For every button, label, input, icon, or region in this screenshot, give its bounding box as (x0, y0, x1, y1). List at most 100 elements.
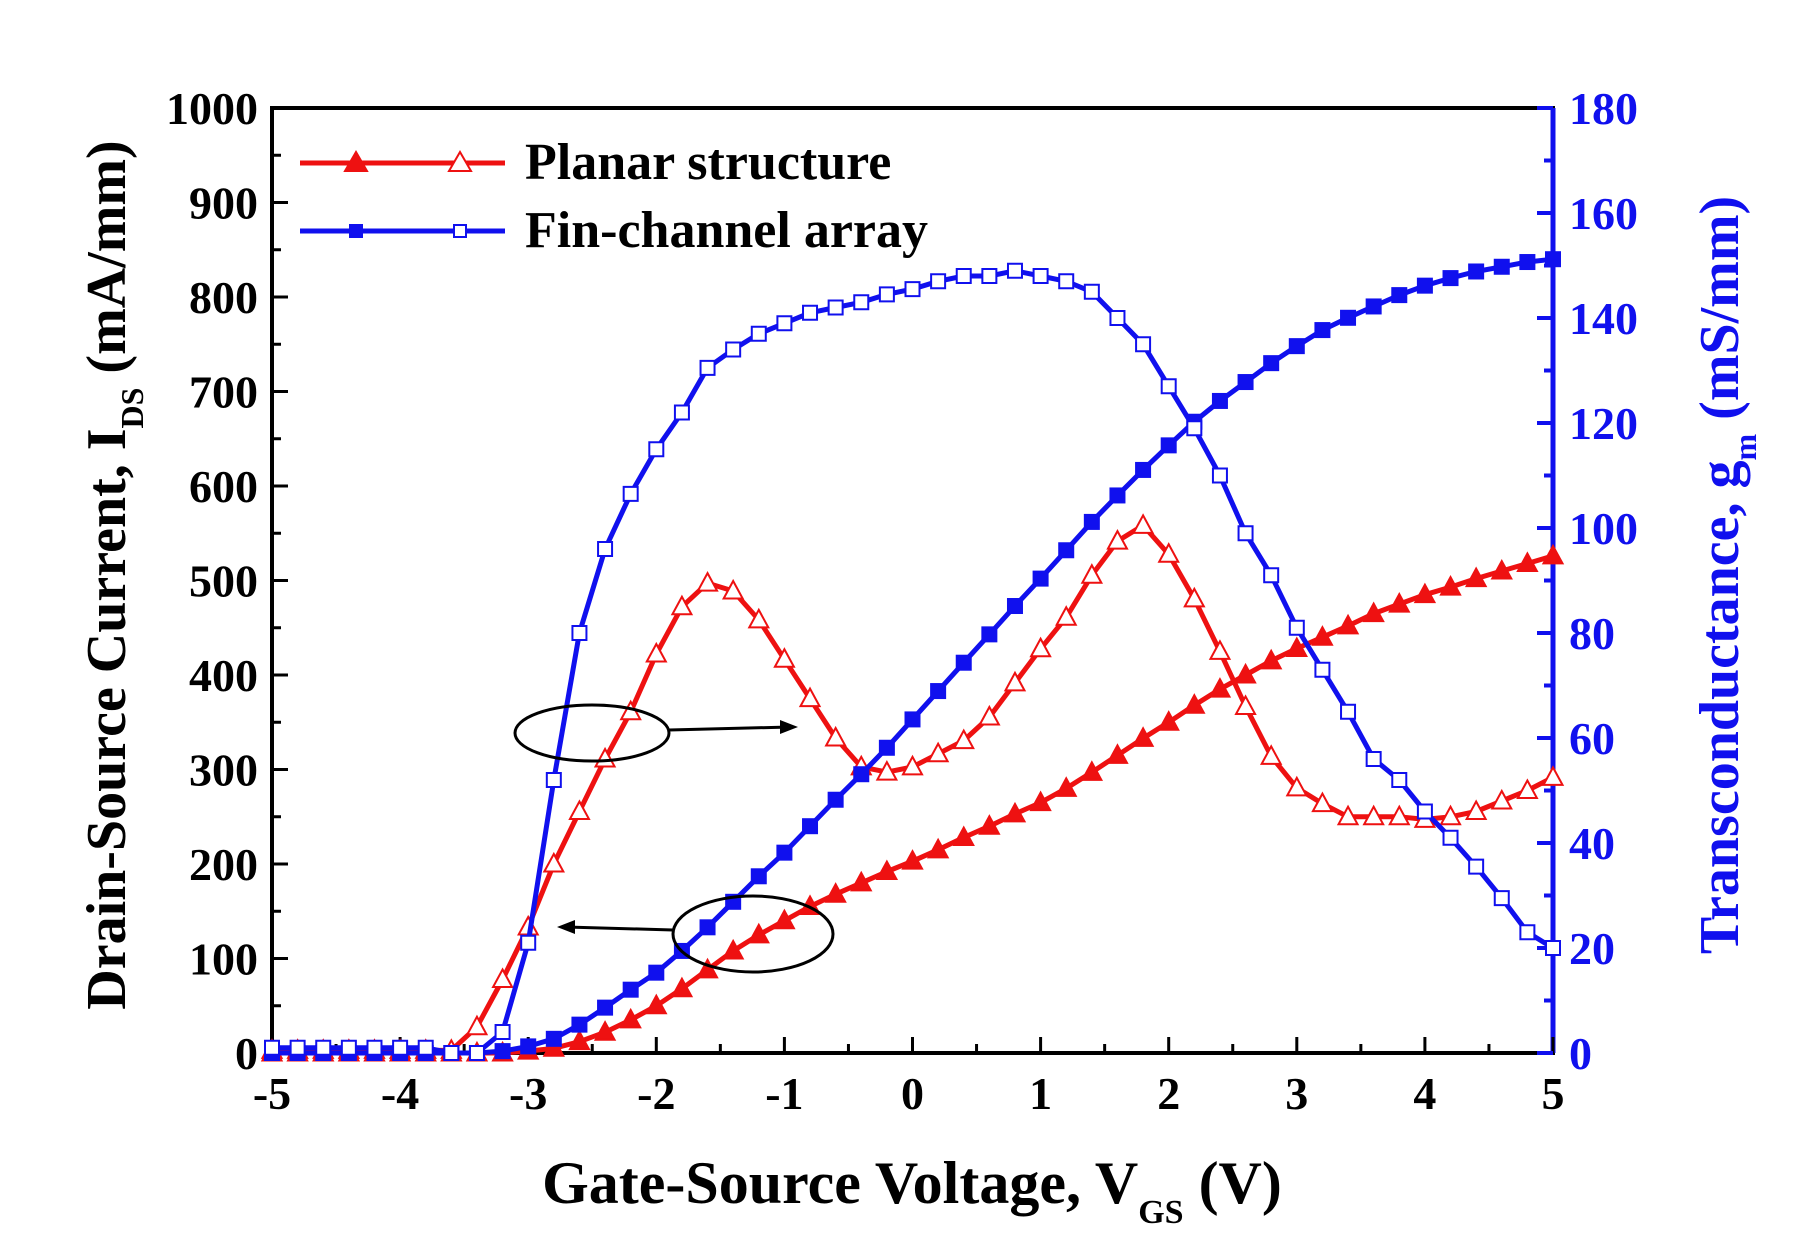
series-line-fin-channel-array-gm (272, 268, 1555, 1056)
data-point (853, 766, 870, 783)
x-tick-label: 3 (1285, 1068, 1308, 1119)
data-point (1516, 551, 1539, 572)
data-point (1263, 567, 1280, 584)
x-axis-title: Gate-Source Voltage, VGS (V) (542, 1150, 1282, 1231)
data-point (1545, 251, 1561, 268)
data-point (978, 814, 1001, 835)
y-left-tick-label: 0 (235, 1028, 258, 1079)
data-point (1109, 310, 1126, 326)
legend-item-planar: Planar structure (300, 134, 891, 191)
data-point (1288, 338, 1305, 355)
data-point (853, 294, 870, 311)
data-point (571, 625, 588, 641)
annotation-arrowhead-right (780, 720, 798, 734)
data-point (1183, 586, 1206, 608)
data-point (1516, 778, 1539, 799)
y-right-axis-title: Transconductance, gm (mS/mm) (1689, 196, 1763, 954)
y-left-tick-label: 300 (189, 745, 258, 796)
data-point (904, 281, 921, 298)
series-line-planar-structure-gm (272, 522, 1555, 1053)
y-right-tick-label: 60 (1569, 713, 1615, 764)
data-point (699, 359, 716, 376)
data-point (1362, 601, 1385, 623)
data-point (1080, 760, 1104, 781)
x-tick-label: -1 (765, 1068, 803, 1119)
y-left-axis-title-unit: (mA/mm) (76, 140, 138, 387)
data-point (1263, 355, 1280, 372)
data-point (824, 725, 847, 747)
data-point (1131, 513, 1155, 534)
y-right-tick-label: 160 (1569, 188, 1638, 239)
series-planar-structure-ids (260, 543, 1565, 1062)
data-point (1314, 661, 1331, 678)
data-point (1391, 287, 1408, 304)
data-point (1032, 268, 1049, 284)
y-right-axis-title-unit: (mS/mm) (1689, 196, 1751, 434)
data-point (542, 1036, 566, 1057)
data-point (875, 859, 899, 881)
data-point (443, 1045, 460, 1061)
legend-marker-planar-open (447, 150, 473, 172)
series-fin-channel-array-gm (264, 262, 1561, 1061)
series-line-fin-channel-array-ids (272, 256, 1554, 1056)
y-right-axis-title-sub: m (1727, 433, 1763, 460)
data-point (1314, 322, 1331, 339)
data-point (904, 711, 921, 728)
data-point (978, 704, 1001, 726)
y-left-axis-title-sub: DS (114, 388, 150, 429)
data-point (1311, 791, 1334, 813)
x-tick-label: 5 (1542, 1068, 1565, 1119)
data-point (1080, 563, 1104, 584)
legend-item-fin: Fin-channel array (300, 202, 928, 259)
data-point (568, 1029, 591, 1051)
data-point (1519, 924, 1536, 941)
data-point (1237, 374, 1254, 391)
x-tick-label: 4 (1413, 1068, 1436, 1119)
annotation-arrow-right (668, 725, 791, 732)
x-tick-label: -5 (253, 1068, 291, 1119)
y-right-tick-label: 80 (1569, 608, 1615, 659)
data-point (1468, 263, 1485, 280)
data-point (696, 571, 719, 592)
data-point (340, 1039, 357, 1056)
data-point (750, 325, 767, 342)
data-point (1003, 801, 1027, 823)
data-point (1083, 513, 1100, 530)
data-point (1464, 799, 1488, 820)
data-point (1083, 283, 1100, 300)
data-point (850, 870, 873, 892)
series-line-planar-structure-ids (272, 553, 1554, 1056)
data-point (622, 981, 639, 998)
data-point (1541, 765, 1565, 786)
data-point (545, 772, 562, 788)
data-point (798, 686, 822, 708)
data-point (1288, 619, 1305, 636)
data-point (1183, 693, 1206, 714)
data-point (1211, 467, 1228, 484)
data-point (1135, 461, 1152, 478)
data-point (776, 844, 793, 861)
data-point (1541, 543, 1565, 565)
data-point (878, 739, 895, 756)
legend-label-fin: Fin-channel array (525, 202, 928, 259)
data-point (721, 938, 745, 960)
y-left-axis-title-main: Drain-Source Current, I (76, 428, 138, 1009)
data-point (645, 641, 668, 663)
legend-marker-planar-filled (343, 150, 369, 172)
data-point (542, 851, 566, 873)
data-point (1234, 662, 1257, 684)
data-point (1058, 273, 1075, 290)
data-point (648, 441, 665, 458)
data-point (520, 934, 537, 951)
data-point (827, 791, 844, 808)
data-point (1416, 277, 1433, 294)
y-right-tick-label: 20 (1569, 923, 1615, 974)
annotation-ids-ellipse (557, 894, 835, 974)
data-point (926, 741, 950, 763)
annotation-ellipse-lower (671, 894, 835, 974)
data-point (289, 1039, 306, 1056)
data-point (494, 1024, 511, 1040)
data-point (1416, 803, 1433, 820)
data-point (1388, 592, 1411, 613)
y-right-tick-label: 0 (1569, 1028, 1592, 1079)
